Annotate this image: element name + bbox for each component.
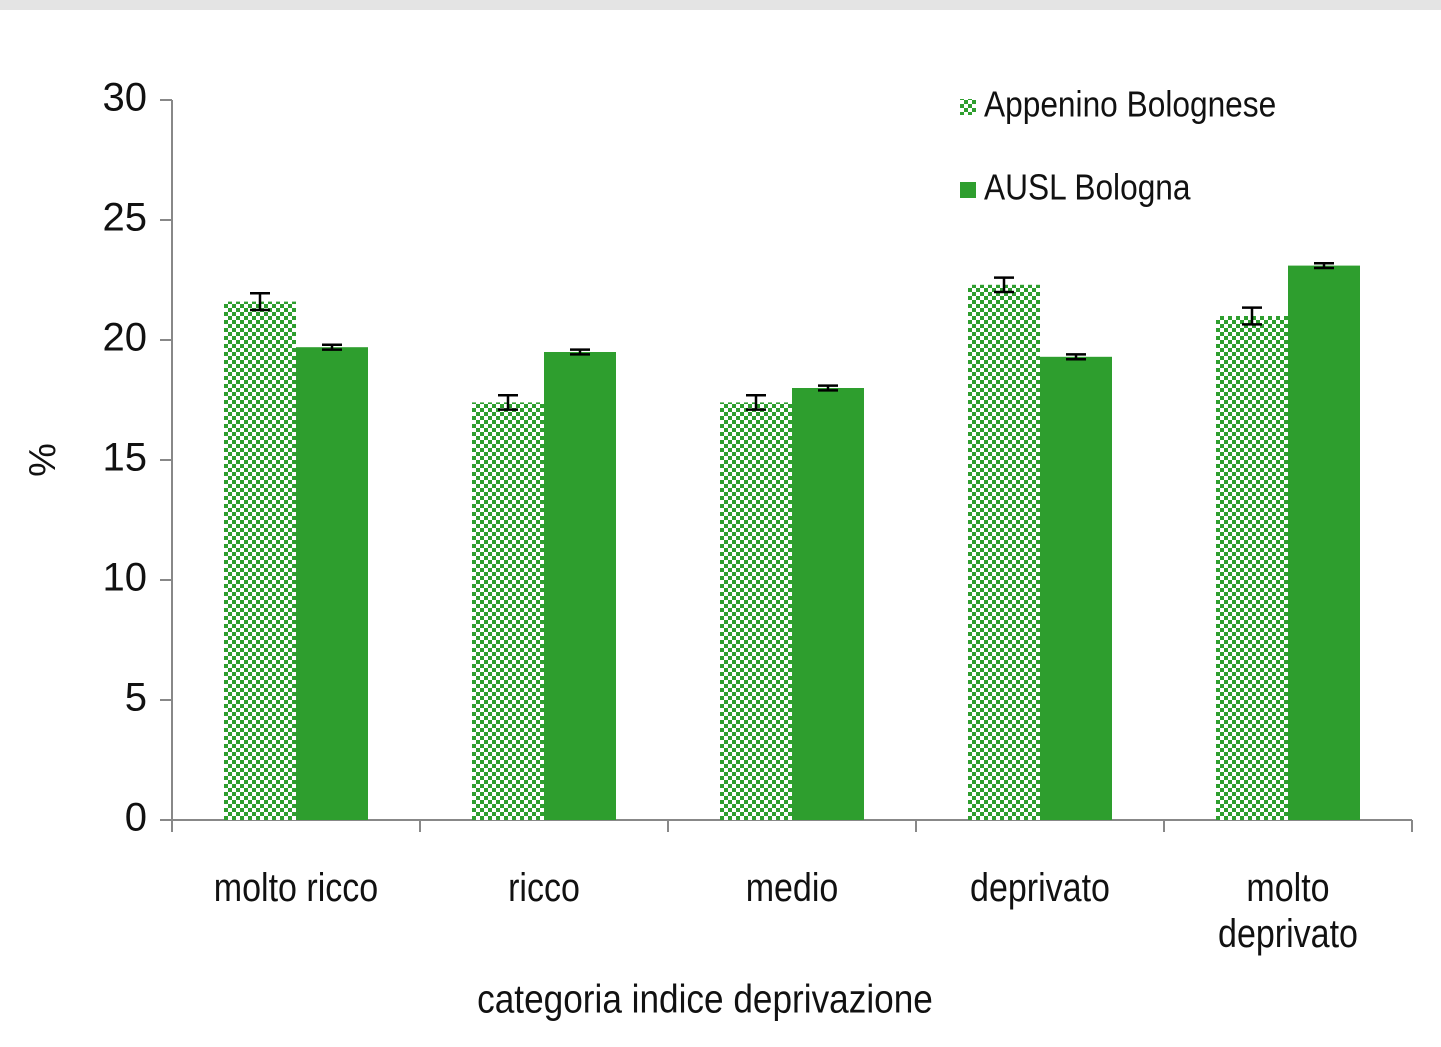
x-axis-title: categoria indice deprivazione <box>477 976 933 1021</box>
x-tick-label: molto ricco <box>213 866 379 910</box>
y-tick-label: 0 <box>125 796 147 840</box>
y-tick-label: 25 <box>103 196 148 240</box>
bar <box>472 402 544 820</box>
error-bar <box>746 393 766 411</box>
y-tick-label: 20 <box>103 316 148 360</box>
bar <box>544 352 616 820</box>
bar <box>1216 316 1288 820</box>
error-bar <box>498 393 518 411</box>
bar <box>720 402 792 820</box>
error-bar <box>994 276 1014 294</box>
y-tick-label: 15 <box>103 436 148 480</box>
bar <box>296 347 368 820</box>
error-bar <box>250 291 270 312</box>
bar <box>224 301 296 821</box>
y-axis-title: % <box>22 443 64 477</box>
bar <box>1288 265 1360 821</box>
legend-label: AUSL Bologna <box>984 168 1191 208</box>
error-bar <box>1314 261 1334 270</box>
bar <box>792 388 864 820</box>
error-bar <box>570 348 590 356</box>
legend-marker <box>960 182 976 198</box>
top-strip <box>0 0 1441 10</box>
x-tick-label: ricco <box>508 866 580 910</box>
error-bar <box>1242 306 1262 326</box>
x-tick-label: deprivato <box>970 866 1110 910</box>
legend-label: Appenino Bolognese <box>984 85 1276 125</box>
x-tick-label: medio <box>745 866 839 910</box>
error-bar <box>818 384 838 392</box>
x-tick-label: molto deprivato <box>1218 866 1358 956</box>
bar <box>1040 356 1112 820</box>
bar <box>968 284 1040 820</box>
y-tick-label: 10 <box>103 556 148 600</box>
y-tick-label: 30 <box>103 76 148 120</box>
legend-marker <box>960 99 976 115</box>
y-tick-label: 5 <box>125 676 147 720</box>
error-bar <box>322 343 342 351</box>
error-bar <box>1066 353 1086 361</box>
